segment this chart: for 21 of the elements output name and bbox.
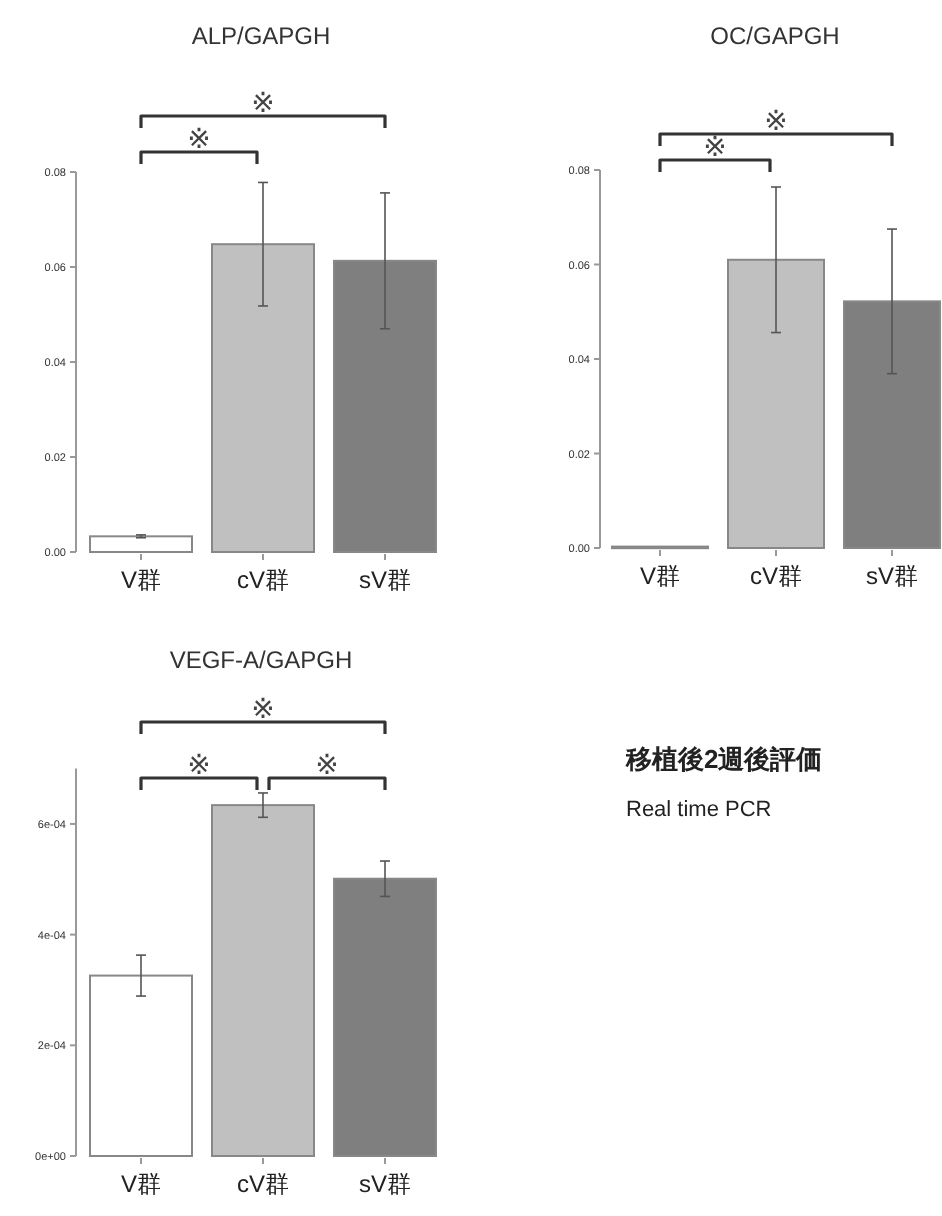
text: ※ <box>251 86 275 118</box>
x-tick-label: V群 <box>120 566 162 594</box>
x-tick-label: cV群 <box>236 566 290 594</box>
annotation: ※ <box>187 748 211 780</box>
x-tick-label: V群 <box>639 562 681 590</box>
chart-title: OC/GAPGH <box>710 22 840 50</box>
text: ※ <box>251 692 275 724</box>
x-tick-label: cV群 <box>236 1170 290 1198</box>
text: 移植後2週後評価 <box>624 744 823 774</box>
text: Real time PCR <box>626 798 772 822</box>
text: ※ <box>703 130 727 162</box>
chart-title: VEGF-A/GAPGH <box>169 646 353 674</box>
x-tick-label: sV群 <box>865 562 919 590</box>
x-tick-label: cV群 <box>749 562 803 590</box>
x-tick-label: V群 <box>120 1170 162 1198</box>
x-tick-label: sV群 <box>358 566 412 594</box>
x-tick-label: sV群 <box>358 1170 412 1198</box>
text: ※ <box>187 122 211 154</box>
text: ※ <box>764 104 788 136</box>
chart-title: ALP/GAPGH <box>191 22 331 50</box>
annotation: ※ <box>315 748 339 780</box>
